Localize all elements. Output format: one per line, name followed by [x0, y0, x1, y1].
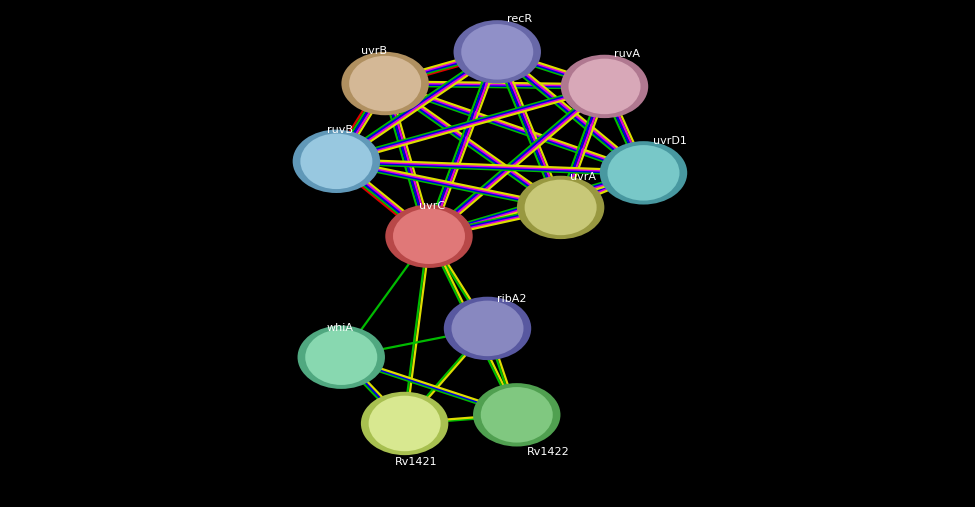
- Ellipse shape: [480, 386, 554, 444]
- Ellipse shape: [299, 132, 373, 190]
- Text: recR: recR: [507, 14, 532, 24]
- Text: Rv1422: Rv1422: [526, 447, 569, 457]
- Ellipse shape: [361, 392, 448, 455]
- Text: uvrD1: uvrD1: [653, 136, 687, 147]
- Ellipse shape: [524, 178, 598, 236]
- Ellipse shape: [606, 144, 681, 202]
- Ellipse shape: [567, 58, 642, 115]
- Text: uvrC: uvrC: [419, 201, 446, 211]
- Ellipse shape: [341, 52, 429, 115]
- Ellipse shape: [450, 300, 525, 357]
- Ellipse shape: [304, 329, 378, 386]
- Text: ruvA: ruvA: [614, 49, 641, 59]
- Ellipse shape: [348, 55, 422, 113]
- Ellipse shape: [517, 176, 604, 239]
- Ellipse shape: [297, 325, 385, 389]
- Ellipse shape: [600, 141, 687, 204]
- Ellipse shape: [460, 23, 534, 81]
- Ellipse shape: [385, 204, 473, 268]
- Ellipse shape: [444, 297, 531, 360]
- Text: ribA2: ribA2: [497, 294, 526, 304]
- Ellipse shape: [392, 207, 466, 265]
- Text: Rv1421: Rv1421: [395, 457, 438, 467]
- Ellipse shape: [453, 20, 541, 84]
- Ellipse shape: [292, 130, 380, 193]
- Text: uvrA: uvrA: [570, 172, 597, 182]
- Ellipse shape: [368, 394, 442, 452]
- Text: whiA: whiA: [327, 323, 354, 333]
- Text: uvrB: uvrB: [361, 46, 387, 56]
- Text: ruvB: ruvB: [327, 125, 353, 135]
- Ellipse shape: [473, 383, 561, 447]
- Ellipse shape: [561, 55, 648, 118]
